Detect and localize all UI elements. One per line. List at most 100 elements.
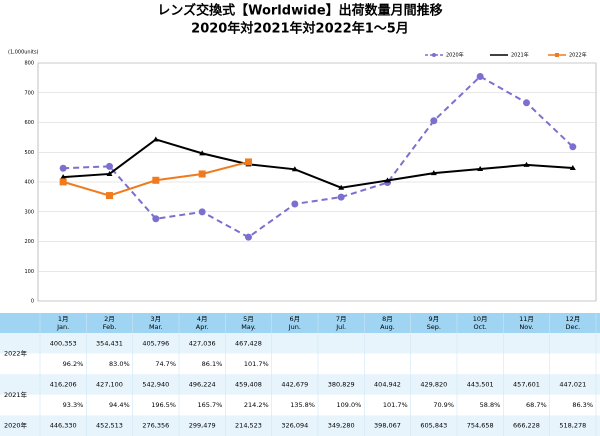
column-header: Dec. — [566, 323, 581, 331]
column-header: 6月 — [290, 315, 301, 323]
table-value: 416,206 — [50, 381, 77, 389]
table-value: 214,523 — [235, 422, 262, 430]
table-ratio: 101.7% — [244, 360, 269, 368]
table-value: 349,280 — [328, 422, 355, 430]
data-point — [291, 166, 298, 172]
table-header — [0, 313, 600, 333]
data-point — [291, 200, 299, 208]
data-point — [523, 99, 530, 107]
row-label: 2020年 — [4, 421, 28, 430]
table-value: 446,330 — [50, 422, 77, 430]
table-ratio: 135.8% — [290, 401, 315, 409]
data-point — [569, 143, 577, 151]
table-value: 605,843 — [420, 422, 447, 430]
data-point — [338, 184, 345, 190]
data-point — [199, 150, 206, 156]
table-row — [0, 374, 600, 395]
table-row — [0, 353, 600, 375]
data-point — [106, 170, 113, 176]
table-value: 457,601 — [513, 381, 540, 389]
column-header: 9月 — [429, 315, 440, 323]
y-tick-label: 500 — [24, 150, 34, 156]
table-ratio: 93.3% — [63, 401, 84, 409]
data-point — [384, 177, 391, 183]
y-tick-label: 600 — [24, 120, 34, 126]
table-value: 443,501 — [467, 381, 494, 389]
table-ratio: 86.1% — [202, 360, 223, 368]
data-point — [337, 193, 345, 201]
data-point — [430, 170, 437, 176]
column-header: Apr. — [196, 323, 209, 331]
column-header: 8月 — [382, 315, 393, 323]
table-value: 400,353 — [50, 339, 77, 347]
table-ratio: 165.7% — [198, 401, 223, 409]
table-ratio: 68.7% — [526, 401, 547, 409]
y-tick-label: 800 — [24, 61, 34, 67]
column-header: 11月 — [519, 315, 534, 323]
table-value: 518,278 — [559, 422, 586, 430]
column-header: 5月 — [243, 315, 254, 323]
data-point — [59, 164, 67, 172]
column-header: 12月 — [565, 315, 580, 323]
y-tick-label: 200 — [24, 239, 34, 245]
y-tick-label: 0 — [31, 299, 34, 305]
column-header: Mar. — [149, 323, 163, 331]
chart-subtitle: 2020年対2021年対2022年1～5月 — [191, 21, 409, 37]
data-point — [152, 136, 159, 142]
table-value: 542,940 — [142, 381, 169, 389]
table-value: 442,679 — [281, 381, 308, 389]
legend-label: 2021年 — [511, 52, 529, 59]
data-point — [476, 72, 484, 80]
table-value: 405,796 — [142, 339, 169, 347]
table-value: 447,021 — [559, 381, 586, 389]
table-value: 398,067 — [374, 422, 401, 430]
table-ratio: 196.5% — [151, 401, 176, 409]
series-line — [63, 138, 573, 189]
data-point — [106, 162, 113, 170]
data-point — [523, 161, 530, 167]
column-header: 2月 — [104, 315, 115, 323]
data-point — [59, 178, 67, 186]
table-value: 459,408 — [235, 381, 262, 389]
table-value: 354,431 — [96, 339, 123, 347]
table-value: 496,224 — [189, 381, 216, 389]
y-tick-label: 300 — [24, 209, 34, 215]
column-header: Jul. — [335, 323, 346, 331]
column-header: May. — [241, 323, 256, 331]
table-value: 427,036 — [189, 339, 216, 347]
table-ratio: 83.0% — [109, 360, 130, 368]
series-line — [63, 75, 574, 239]
chart-title: レンズ交換式【Worldwide】出荷数量月間推移 — [157, 3, 442, 19]
table-value: 754,658 — [467, 422, 494, 430]
table-value: 380,829 — [328, 381, 355, 389]
table-value: 452,513 — [96, 422, 123, 430]
column-header: 7月 — [336, 315, 347, 323]
table-value: 666,228 — [513, 422, 540, 430]
table-value: 467,428 — [235, 339, 262, 347]
data-point — [245, 233, 252, 241]
column-header: Aug. — [380, 323, 395, 331]
column-header: Jun. — [288, 323, 301, 331]
table-ratio: 74.7% — [155, 360, 176, 368]
column-header: Oct. — [474, 323, 487, 331]
data-point — [198, 208, 206, 216]
table-ratio: 96.2% — [63, 360, 84, 368]
column-header: 3月 — [151, 315, 162, 323]
column-header: Feb. — [103, 323, 117, 331]
column-header: Jan. — [56, 323, 69, 331]
y-axis-label: (1,000units) — [8, 50, 39, 56]
data-point — [106, 192, 113, 200]
row-label: 2022年 — [4, 349, 28, 358]
legend-label: 2020年 — [446, 52, 464, 59]
column-header: 4月 — [197, 315, 208, 323]
table-value: 276,356 — [142, 422, 169, 430]
column-header: 10月 — [473, 315, 488, 323]
data-point — [152, 215, 160, 223]
data-point — [430, 117, 438, 125]
data-point — [477, 166, 484, 172]
data-point — [60, 174, 67, 180]
table-row — [0, 415, 600, 436]
data-point — [245, 158, 252, 166]
table-ratio: 86.3% — [572, 401, 593, 409]
